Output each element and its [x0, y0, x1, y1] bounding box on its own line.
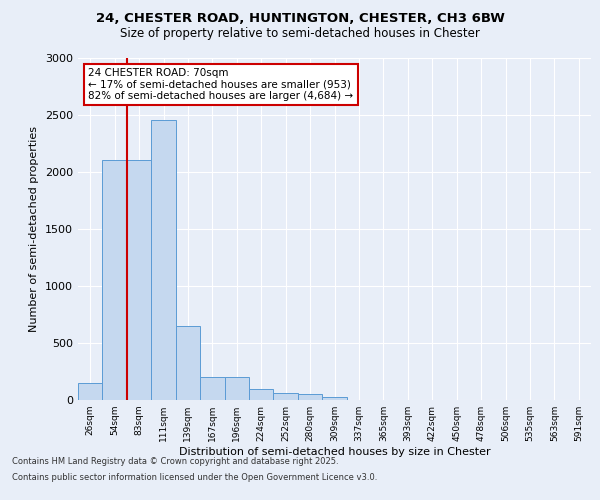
Bar [127, 160, 151, 400]
Text: 24, CHESTER ROAD, HUNTINGTON, CHESTER, CH3 6BW: 24, CHESTER ROAD, HUNTINGTON, CHESTER, C… [95, 12, 505, 26]
Text: Contains HM Land Registry data © Crown copyright and database right 2025.: Contains HM Land Registry data © Crown c… [12, 458, 338, 466]
Bar [224, 377, 249, 400]
Bar [249, 388, 274, 400]
Bar [151, 120, 176, 400]
Bar [322, 396, 347, 400]
Bar [274, 393, 298, 400]
Bar [176, 326, 200, 400]
Bar [78, 383, 103, 400]
Bar [298, 394, 322, 400]
Text: Contains public sector information licensed under the Open Government Licence v3: Contains public sector information licen… [12, 472, 377, 482]
Bar [200, 377, 224, 400]
Text: 24 CHESTER ROAD: 70sqm
← 17% of semi-detached houses are smaller (953)
82% of se: 24 CHESTER ROAD: 70sqm ← 17% of semi-det… [88, 68, 353, 101]
Y-axis label: Number of semi-detached properties: Number of semi-detached properties [29, 126, 40, 332]
Text: Size of property relative to semi-detached houses in Chester: Size of property relative to semi-detach… [120, 28, 480, 40]
Bar [103, 160, 127, 400]
X-axis label: Distribution of semi-detached houses by size in Chester: Distribution of semi-detached houses by … [179, 447, 490, 457]
